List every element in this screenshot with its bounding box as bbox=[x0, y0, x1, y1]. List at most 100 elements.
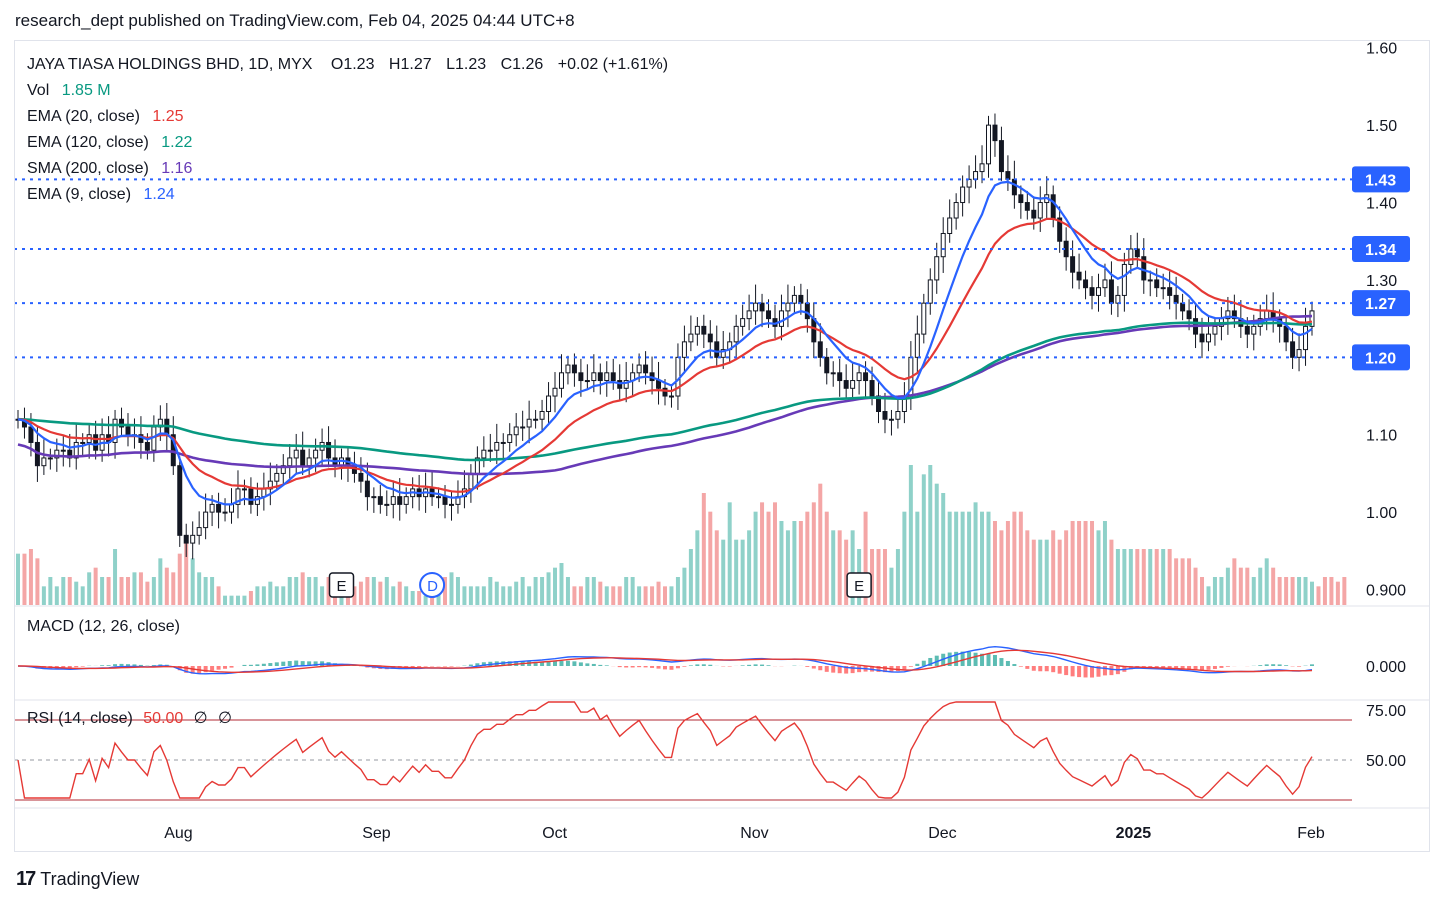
candle bbox=[688, 315, 694, 352]
volume-bar bbox=[740, 539, 745, 605]
volume-bar bbox=[455, 577, 460, 605]
volume-bar bbox=[986, 511, 991, 605]
symbol-name[interactable]: JAYA TIASA HOLDINGS BHD, 1D, MYX bbox=[27, 56, 313, 73]
candle-body bbox=[546, 395, 552, 413]
event-label: D bbox=[427, 578, 438, 595]
volume-bar bbox=[844, 539, 849, 605]
close-value: C1.26 bbox=[500, 56, 544, 73]
vol-legend[interactable]: Vol 1.85 M bbox=[27, 78, 668, 104]
tradingview-logo-icon: 17 bbox=[16, 868, 36, 890]
candle-body bbox=[293, 449, 299, 459]
candle-body bbox=[558, 372, 564, 389]
candle-body bbox=[643, 364, 649, 374]
candle bbox=[377, 485, 383, 514]
candle-body bbox=[863, 372, 869, 382]
volume-bar bbox=[1232, 558, 1237, 605]
candle bbox=[584, 364, 590, 390]
candle bbox=[701, 314, 707, 349]
candle bbox=[60, 436, 66, 467]
volume-bar bbox=[1051, 530, 1056, 605]
candle bbox=[1296, 333, 1302, 372]
volume-bar bbox=[714, 530, 719, 605]
volume-bar bbox=[203, 577, 208, 605]
ema9-legend[interactable]: EMA (9, close) 1.24 bbox=[27, 182, 668, 208]
candle-body bbox=[170, 434, 176, 467]
macd-histogram-bar bbox=[695, 664, 700, 666]
volume-bar bbox=[611, 586, 616, 605]
volume-bar bbox=[1174, 558, 1179, 605]
volume-bar bbox=[934, 483, 939, 605]
rsi-legend[interactable]: RSI (14, close) 50.00 ∅ ∅ bbox=[27, 708, 232, 728]
candle-body bbox=[112, 418, 118, 443]
candle-body bbox=[209, 503, 215, 513]
macd-histogram-bar bbox=[980, 653, 985, 666]
volume-bar bbox=[80, 586, 85, 605]
ema120-legend[interactable]: EMA (120, close) 1.22 bbox=[27, 130, 668, 156]
candle bbox=[791, 286, 797, 313]
macd-histogram-bar bbox=[1090, 666, 1095, 678]
x-axis-label: Nov bbox=[740, 825, 768, 842]
macd-histogram-bar bbox=[313, 661, 318, 666]
candle bbox=[119, 407, 125, 437]
candle-body bbox=[487, 449, 493, 452]
volume-bar bbox=[87, 572, 92, 605]
candle-body bbox=[1160, 287, 1166, 290]
footer-brand[interactable]: TradingView bbox=[40, 869, 140, 889]
candle-body bbox=[856, 372, 862, 382]
volume-bar bbox=[960, 511, 965, 605]
volume-bar bbox=[151, 577, 156, 605]
candle bbox=[778, 294, 784, 341]
ema20-legend[interactable]: EMA (20, close) 1.25 bbox=[27, 104, 668, 130]
volume-bar bbox=[106, 577, 111, 605]
macd-histogram-bar bbox=[682, 666, 687, 667]
candle-body bbox=[177, 465, 183, 536]
candle-body bbox=[274, 472, 280, 482]
volume-bar bbox=[630, 577, 635, 605]
candle-body bbox=[248, 488, 254, 505]
volume-bar bbox=[1012, 511, 1017, 605]
earnings-event-icon bbox=[846, 572, 872, 598]
candle bbox=[235, 470, 241, 519]
volume-bar bbox=[113, 549, 118, 605]
macd-histogram-bar bbox=[973, 652, 978, 666]
macd-histogram-bar bbox=[1212, 666, 1217, 670]
candle-body bbox=[1128, 248, 1134, 265]
event-label: E bbox=[854, 578, 864, 595]
candle-body bbox=[1290, 341, 1296, 358]
candle bbox=[248, 477, 254, 514]
macd-label: MACD (12, 26, close) bbox=[27, 618, 180, 635]
candle bbox=[856, 363, 862, 395]
candle-body bbox=[241, 488, 247, 491]
ema20-line bbox=[17, 217, 1313, 493]
candle-body bbox=[403, 496, 409, 505]
candle-body bbox=[766, 310, 772, 320]
candle bbox=[1083, 270, 1089, 300]
volume-bar bbox=[28, 549, 33, 605]
candle-body bbox=[1199, 333, 1205, 343]
candle-body bbox=[80, 441, 86, 444]
volume-bar bbox=[1109, 539, 1114, 605]
volume-bar bbox=[261, 586, 266, 605]
volume-bar bbox=[190, 558, 195, 605]
candle-body bbox=[1102, 279, 1108, 289]
candle-body bbox=[533, 418, 539, 421]
candle bbox=[1167, 271, 1173, 310]
volume-bar bbox=[1303, 577, 1308, 605]
volume-bar bbox=[578, 586, 583, 605]
volume-bar bbox=[798, 521, 803, 605]
volume-bar bbox=[701, 493, 706, 605]
candle-body bbox=[817, 341, 823, 358]
candle-body bbox=[940, 232, 946, 258]
candle bbox=[183, 523, 189, 558]
candle bbox=[500, 433, 506, 459]
volume-bar bbox=[954, 511, 959, 605]
macd-histogram-bar bbox=[158, 664, 163, 666]
candle bbox=[921, 293, 927, 344]
price-level-label: 1.20 bbox=[1365, 350, 1396, 367]
macd-legend[interactable]: MACD (12, 26, close) bbox=[27, 618, 180, 636]
price-tick-label: 1.50 bbox=[1366, 118, 1397, 135]
volume-bar bbox=[721, 539, 726, 605]
rsi-extra-2: ∅ bbox=[218, 710, 233, 727]
sma200-legend[interactable]: SMA (200, close) 1.16 bbox=[27, 156, 668, 182]
